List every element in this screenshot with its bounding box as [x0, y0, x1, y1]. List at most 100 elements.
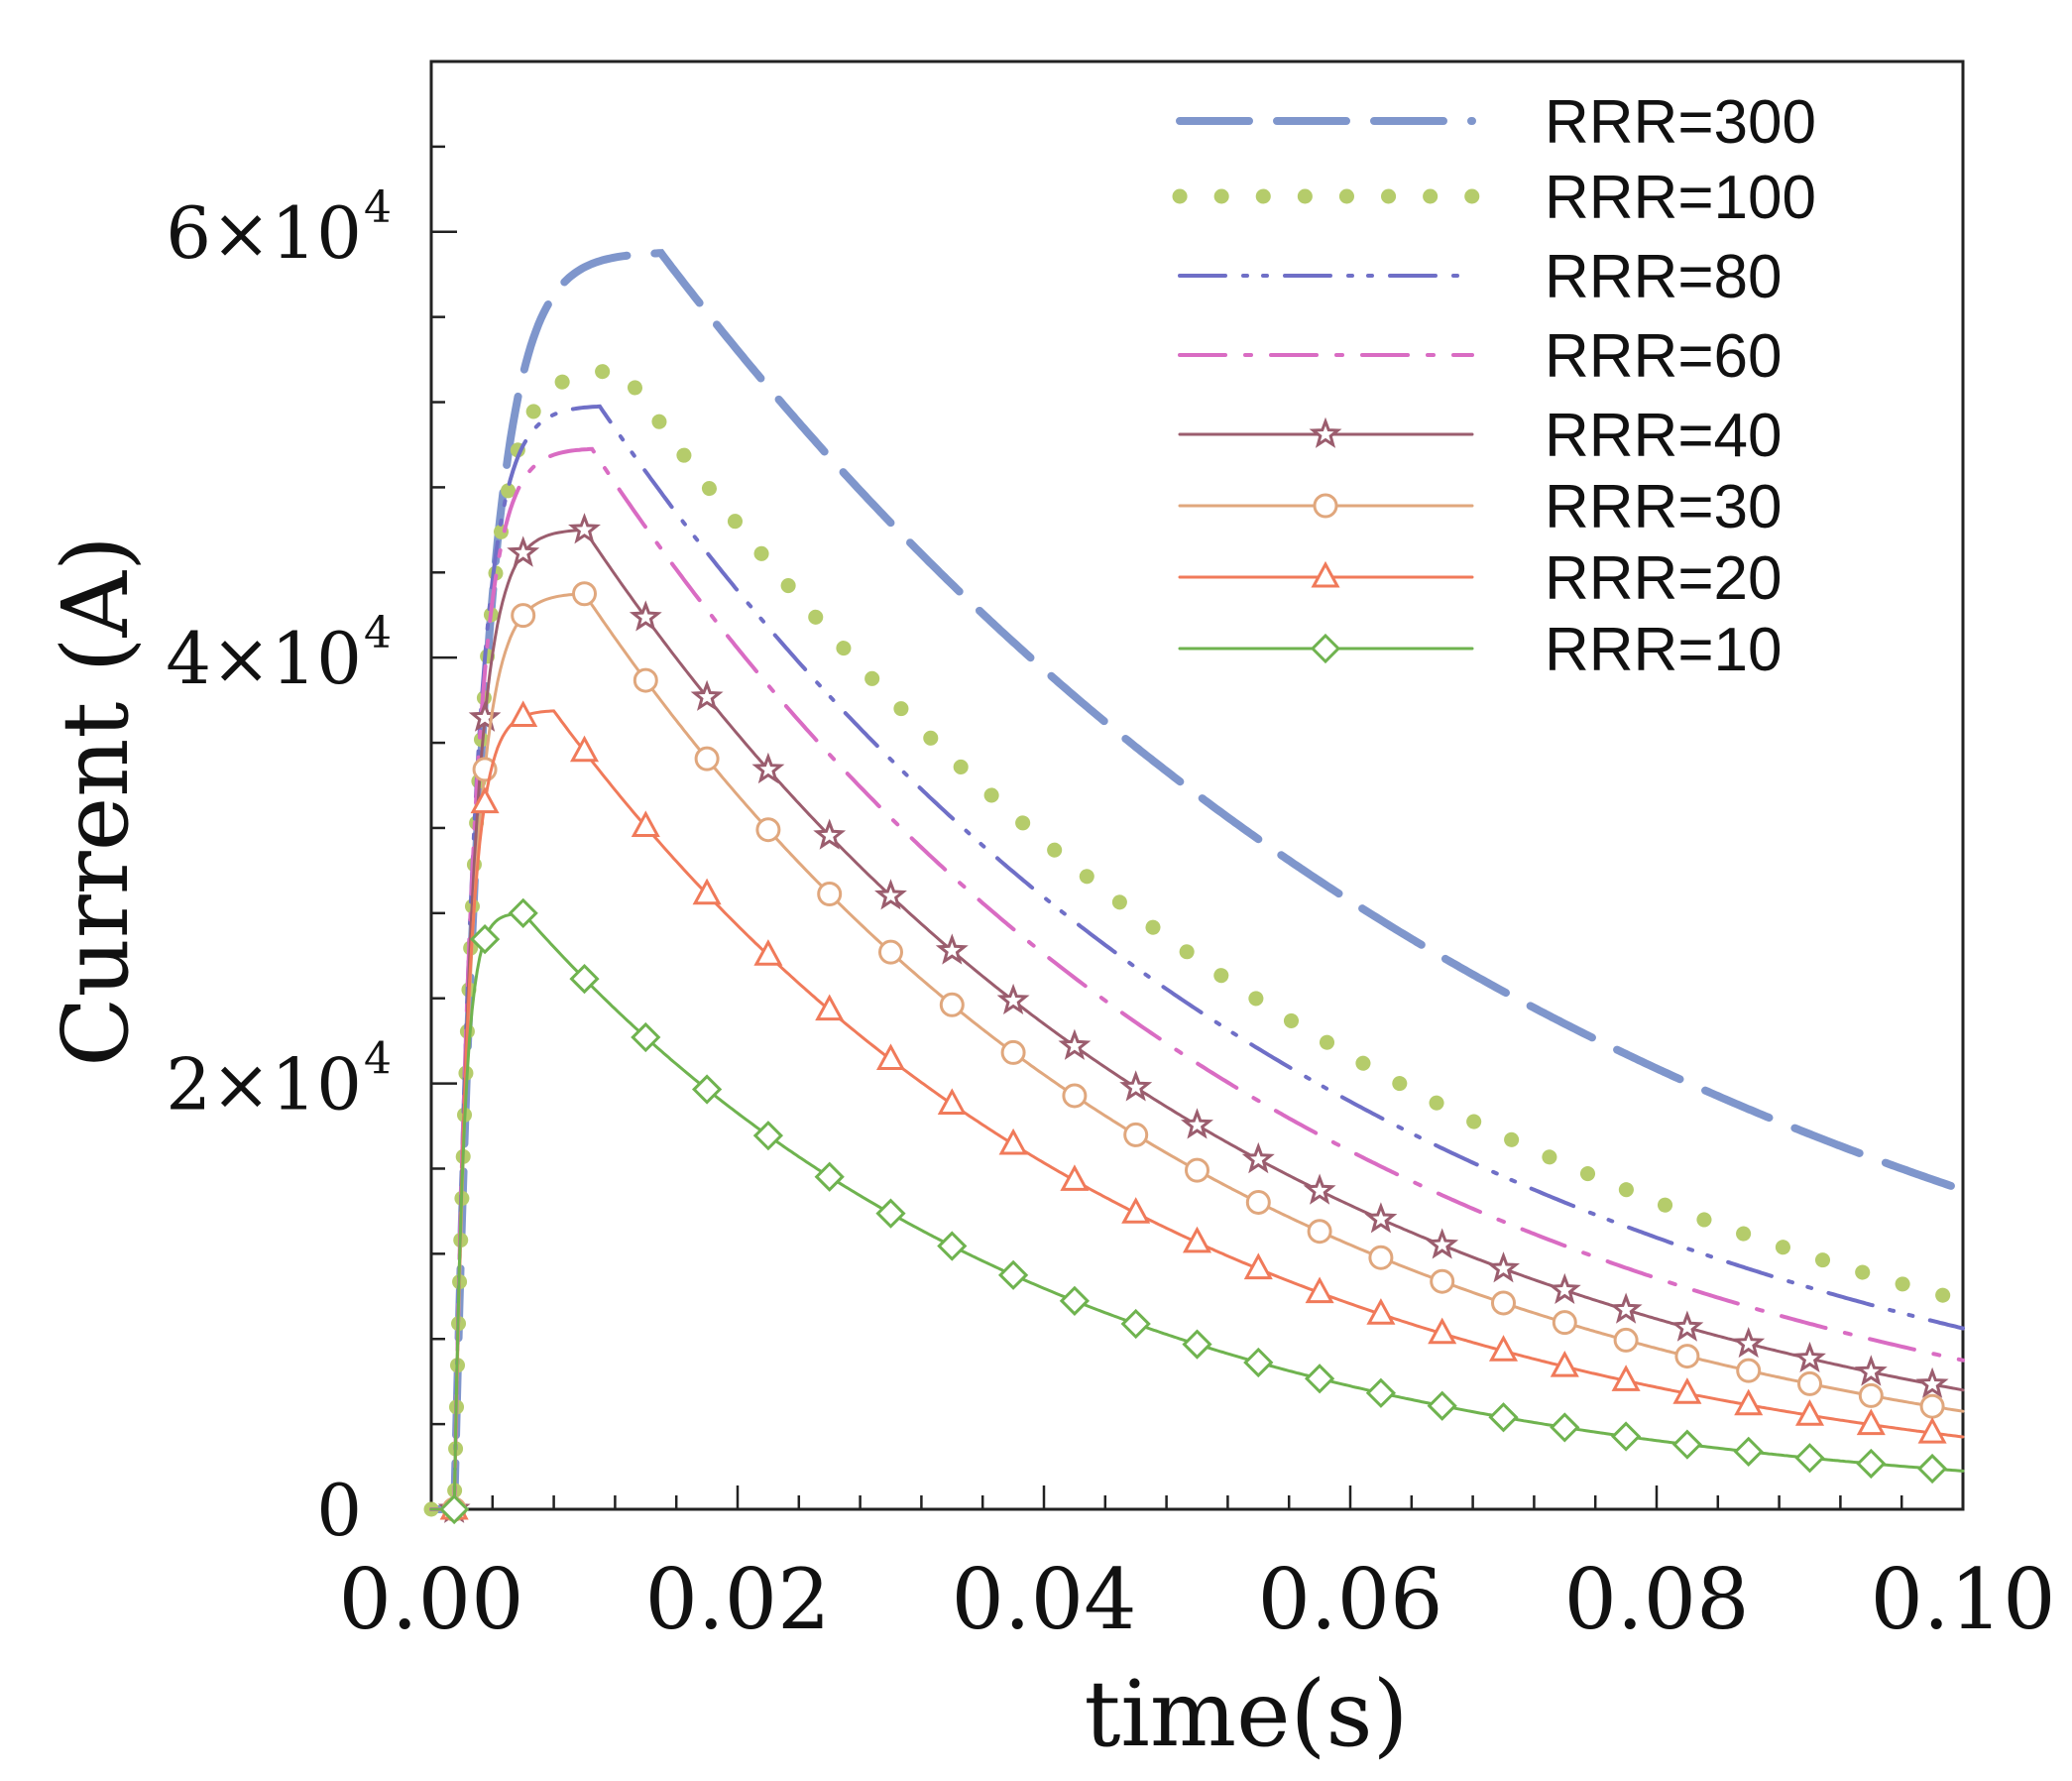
legend-item: RRR=300 [1176, 88, 1816, 157]
series-marker [997, 1259, 1029, 1290]
series-marker [1058, 1028, 1092, 1060]
series-marker [1181, 1108, 1213, 1139]
series-marker [1182, 1226, 1212, 1253]
series-marker [469, 923, 501, 955]
series-marker [509, 700, 538, 727]
x-tick-label: 0.10 [1870, 1551, 2055, 1648]
series-marker [1733, 1436, 1764, 1467]
legend-item: RRR=100 [1172, 164, 1816, 232]
y-tick-exponent: 4 [364, 1034, 392, 1085]
series-line [429, 446, 1965, 1511]
series-marker [470, 786, 500, 814]
series-marker [439, 1493, 470, 1525]
legend-item: RRR=60 [1178, 322, 1783, 391]
series-marker [1305, 1276, 1334, 1304]
series-marker [1858, 1382, 1884, 1408]
x-axis-ticks: 0.00 0.02 0.04 0.06 0.08 0.10 [338, 1485, 2056, 1648]
series-marker [751, 752, 785, 784]
series-marker [631, 810, 660, 838]
legend-item: RRR=10 [1178, 616, 1783, 684]
series-marker [1427, 1390, 1457, 1421]
legend-label: RRR=60 [1545, 322, 1783, 391]
series-marker [508, 897, 538, 928]
series-marker [1488, 1335, 1519, 1362]
legend-item: RRR=30 [1178, 473, 1783, 541]
series-marker [1674, 1344, 1700, 1369]
series-marker [572, 581, 597, 607]
series-marker [937, 1231, 968, 1261]
series-marker [1671, 1429, 1703, 1460]
y-tick-label: 6×10 [166, 191, 362, 275]
series-rrr-60 [429, 446, 1965, 1511]
legend-label: RRR=300 [1545, 88, 1816, 157]
series-rrr-300 [427, 249, 1967, 1513]
x-axis-title: time(s) [1084, 1661, 1408, 1767]
series-marker [468, 700, 502, 732]
series-line [423, 362, 1971, 1517]
legend-item: RRR=80 [1178, 243, 1783, 311]
legend-item: RRR=40 [1178, 402, 1783, 470]
series-marker [1304, 1364, 1335, 1394]
series-line [427, 249, 1967, 1513]
x-tick-label: 0.00 [338, 1551, 523, 1648]
series-marker [1121, 1197, 1151, 1224]
series-marker [1732, 1326, 1766, 1359]
series-marker [1550, 1412, 1580, 1443]
series-rrr-20 [429, 700, 1965, 1520]
series-marker [690, 679, 724, 711]
series-marker [629, 600, 662, 632]
y-tick-label: 0 [316, 1469, 362, 1552]
series-marker [1303, 1173, 1336, 1205]
series-marker [569, 735, 600, 763]
series-marker [1123, 1122, 1149, 1147]
series-marker [1613, 1327, 1639, 1353]
series-marker [753, 939, 783, 966]
plot-frame [429, 59, 1965, 1511]
legend-label: RRR=30 [1545, 473, 1783, 541]
series-marker [1488, 1402, 1519, 1433]
series-marker [1856, 1408, 1886, 1436]
series-marker [1245, 1189, 1271, 1215]
legend-marker [1310, 633, 1341, 664]
legend-marker [1313, 493, 1338, 519]
series-marker [568, 513, 601, 544]
x-tick-label: 0.02 [644, 1551, 830, 1648]
series-marker [1366, 1298, 1396, 1325]
legend-label: RRR=40 [1545, 402, 1783, 470]
series-marker [874, 879, 907, 910]
series-marker [1185, 1157, 1209, 1183]
series-rrr-10 [429, 897, 1965, 1525]
series-marker [813, 818, 847, 850]
series-rrr-80 [429, 404, 1965, 1511]
series-marker [1736, 1358, 1762, 1383]
y-axis-ticks: 02×10 44×10 46×10 4 [166, 59, 457, 1552]
series-marker [1854, 1355, 1888, 1386]
series-marker [1610, 1421, 1642, 1452]
x-tick-label: 0.04 [951, 1551, 1136, 1648]
series-marker [1428, 1317, 1457, 1345]
y-tick-label: 2×10 [166, 1043, 362, 1127]
series-marker [569, 963, 600, 995]
series-rrr-100 [423, 362, 1971, 1517]
series-marker [1430, 1268, 1455, 1294]
legend-label: RRR=10 [1545, 616, 1783, 684]
series-marker [815, 994, 845, 1021]
series-marker [814, 1161, 845, 1192]
series-marker [1487, 1251, 1520, 1283]
series-marker [1919, 1393, 1945, 1419]
series-marker [755, 817, 781, 843]
series-marker [511, 603, 536, 629]
series-layer [423, 249, 1971, 1525]
series-marker [1243, 1252, 1273, 1280]
series-marker [694, 746, 720, 772]
series-marker [1059, 1285, 1091, 1316]
series-marker [937, 1088, 967, 1115]
series-marker [1609, 1292, 1643, 1324]
series-marker [507, 535, 540, 567]
series-marker [1915, 1366, 1949, 1398]
series-marker [1548, 1272, 1581, 1305]
series-marker [633, 667, 658, 693]
series-marker [1060, 1164, 1090, 1191]
